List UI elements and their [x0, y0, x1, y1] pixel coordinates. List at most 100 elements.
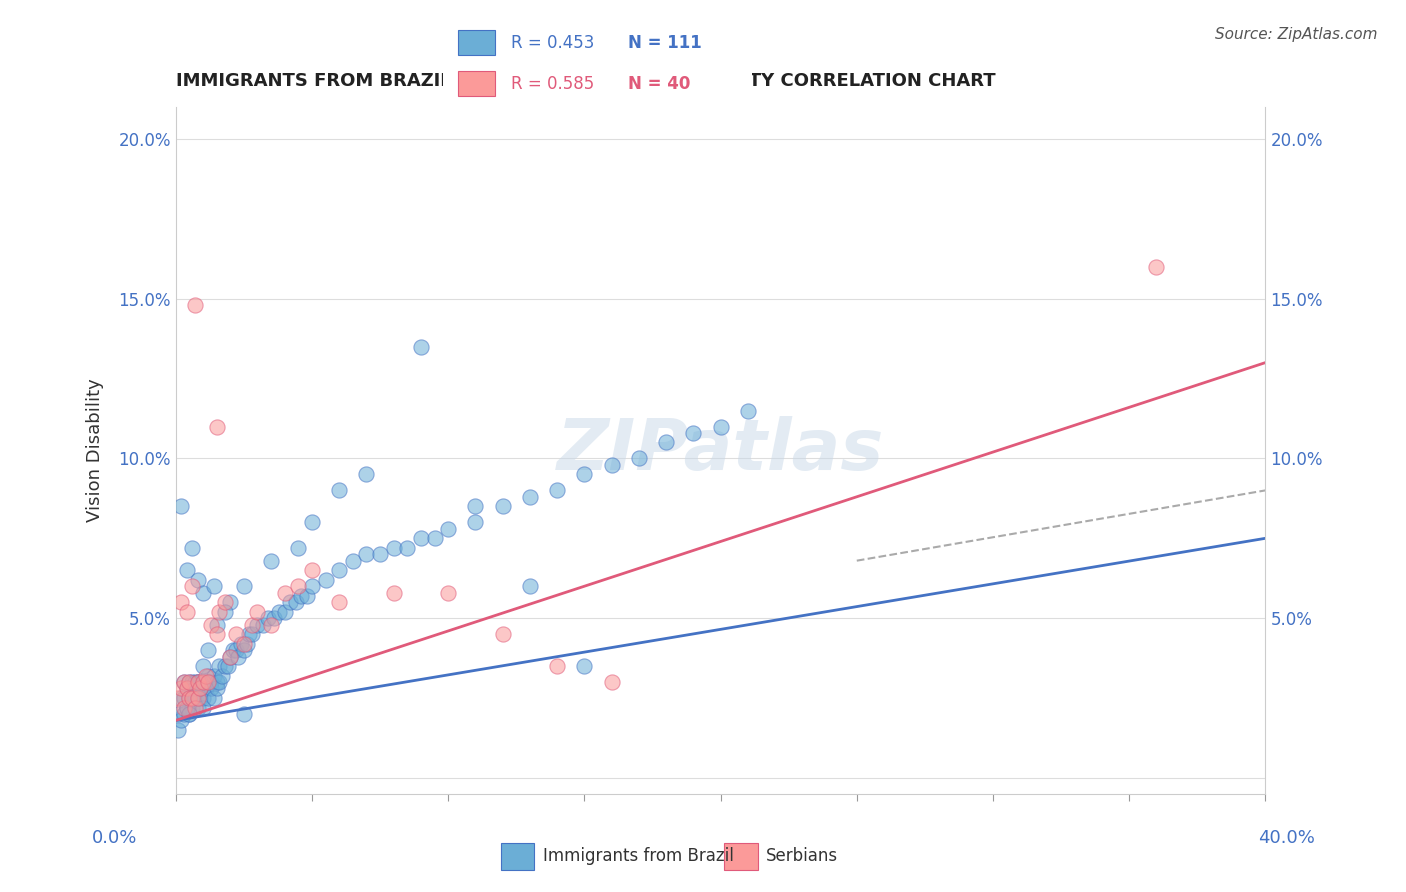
Point	[437, 585, 460, 599]
Point	[179, 691, 201, 706]
FancyBboxPatch shape	[437, 16, 758, 109]
Point	[186, 573, 209, 587]
Point	[205, 419, 228, 434]
Point	[179, 675, 201, 690]
Point	[181, 691, 204, 706]
Point	[211, 668, 233, 682]
Point	[655, 435, 678, 450]
Point	[194, 668, 217, 682]
Point	[176, 681, 198, 696]
Bar	[724, 843, 758, 870]
Point	[301, 563, 323, 577]
Point	[232, 637, 254, 651]
Text: R = 0.453: R = 0.453	[510, 34, 595, 52]
Y-axis label: Vision Disability: Vision Disability	[87, 378, 104, 523]
Point	[194, 675, 217, 690]
Point	[188, 681, 211, 696]
Text: IMMIGRANTS FROM BRAZIL VS SERBIAN VISION DISABILITY CORRELATION CHART: IMMIGRANTS FROM BRAZIL VS SERBIAN VISION…	[176, 72, 995, 90]
Point	[225, 627, 247, 641]
Point	[240, 627, 263, 641]
Point	[263, 611, 285, 625]
Point	[274, 605, 297, 619]
Point	[295, 589, 318, 603]
Point	[464, 516, 486, 530]
Point	[235, 637, 257, 651]
Point	[287, 579, 309, 593]
Text: Serbians: Serbians	[766, 847, 838, 865]
Point	[191, 585, 214, 599]
Point	[197, 675, 219, 690]
Point	[546, 483, 568, 498]
Point	[200, 617, 222, 632]
Point	[167, 691, 190, 706]
Point	[737, 403, 759, 417]
Point	[232, 579, 254, 593]
Point	[179, 675, 201, 690]
Point	[186, 700, 209, 714]
Point	[219, 649, 242, 664]
Point	[328, 595, 350, 609]
Point	[222, 643, 245, 657]
Point	[260, 617, 283, 632]
Point	[197, 668, 219, 682]
Point	[194, 681, 217, 696]
Point	[208, 605, 231, 619]
Point	[208, 659, 231, 673]
Point	[176, 681, 198, 696]
Point	[186, 675, 209, 690]
Point	[170, 691, 193, 706]
Point	[184, 298, 207, 312]
Text: 40.0%: 40.0%	[1258, 830, 1315, 847]
Point	[464, 500, 486, 514]
Point	[217, 659, 239, 673]
Point	[574, 659, 596, 673]
Point	[232, 706, 254, 721]
Point	[274, 585, 297, 599]
Point	[315, 573, 337, 587]
Point	[176, 563, 198, 577]
Point	[219, 595, 242, 609]
Point	[492, 500, 515, 514]
Point	[240, 617, 263, 632]
Point	[188, 675, 211, 690]
Point	[574, 467, 596, 482]
Point	[181, 700, 204, 714]
Point	[184, 691, 207, 706]
Point	[225, 643, 247, 657]
Text: R = 0.585: R = 0.585	[510, 75, 595, 93]
Point	[219, 649, 242, 664]
Point	[188, 681, 211, 696]
Point	[214, 605, 236, 619]
Point	[546, 659, 568, 673]
Text: Source: ZipAtlas.com: Source: ZipAtlas.com	[1215, 27, 1378, 42]
Point	[184, 700, 207, 714]
Point	[290, 589, 312, 603]
Point	[181, 579, 204, 593]
Point	[176, 700, 198, 714]
Point	[301, 579, 323, 593]
Point	[186, 691, 209, 706]
Point	[228, 649, 250, 664]
Point	[170, 500, 193, 514]
Point	[173, 691, 195, 706]
Point	[627, 451, 650, 466]
Bar	[501, 843, 534, 870]
Point	[600, 458, 623, 472]
Point	[208, 675, 231, 690]
Point	[176, 700, 198, 714]
Point	[269, 605, 291, 619]
Point	[423, 531, 446, 545]
Point	[232, 643, 254, 657]
Point	[191, 691, 214, 706]
Point	[368, 547, 391, 561]
Point	[188, 691, 211, 706]
Text: N = 40: N = 40	[628, 75, 690, 93]
Point	[191, 659, 214, 673]
FancyBboxPatch shape	[458, 30, 495, 55]
Point	[197, 643, 219, 657]
Point	[214, 595, 236, 609]
Point	[186, 691, 209, 706]
Point	[170, 595, 193, 609]
Point	[356, 467, 378, 482]
Point	[205, 675, 228, 690]
